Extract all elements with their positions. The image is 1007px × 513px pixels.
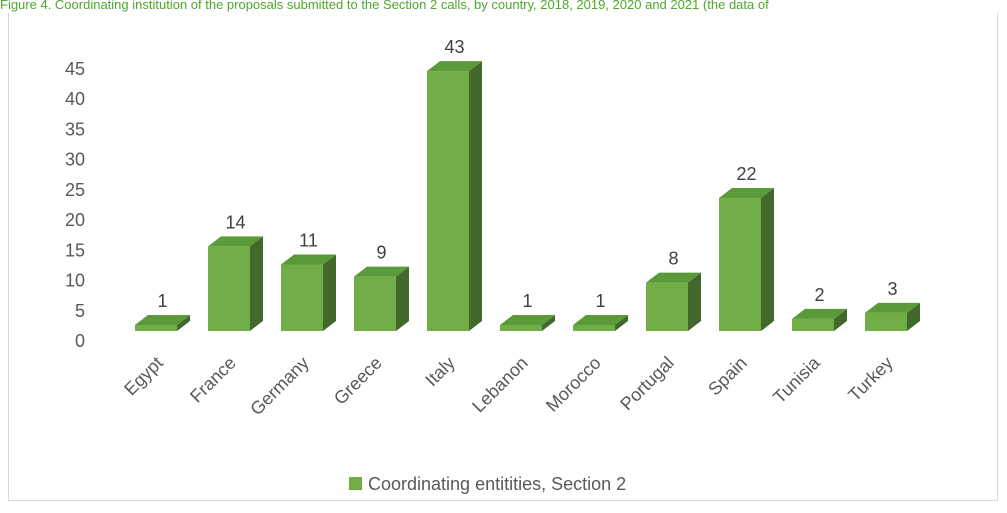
y-tick-label: 0 bbox=[75, 331, 85, 351]
bar-egypt bbox=[135, 314, 190, 331]
legend: Coordinating entitities, Section 2 bbox=[349, 474, 626, 494]
data-label: 11 bbox=[299, 231, 318, 251]
bar-front bbox=[500, 324, 542, 331]
x-tick-label: Egypt bbox=[120, 353, 167, 400]
bar-top bbox=[354, 266, 409, 277]
bar-side bbox=[907, 302, 920, 331]
bar-side bbox=[177, 314, 190, 331]
data-label: 3 bbox=[887, 279, 897, 299]
bars-group bbox=[135, 61, 920, 331]
bar-top bbox=[792, 308, 847, 319]
y-tick-label: 30 bbox=[65, 150, 85, 170]
bar-tunisia bbox=[792, 308, 847, 331]
bar-side bbox=[834, 308, 847, 331]
bar-front bbox=[719, 198, 761, 331]
y-tick-label: 25 bbox=[65, 180, 85, 200]
bar-front bbox=[135, 324, 177, 331]
y-tick-label: 20 bbox=[65, 210, 85, 230]
bar-side bbox=[469, 61, 482, 331]
bar-side bbox=[688, 272, 701, 331]
bar-front bbox=[281, 264, 323, 331]
x-tick-label: Spain bbox=[704, 353, 751, 400]
bar-portugal bbox=[646, 272, 701, 331]
x-tick-label: Turkey bbox=[844, 353, 897, 406]
bar-front bbox=[573, 324, 615, 331]
bar-front bbox=[792, 318, 834, 331]
data-label: 8 bbox=[668, 249, 678, 269]
bar-side bbox=[761, 188, 774, 331]
x-tick-label: Germany bbox=[246, 353, 312, 419]
bar-italy bbox=[427, 61, 482, 331]
y-tick-label: 45 bbox=[65, 59, 85, 79]
bar-france bbox=[208, 236, 263, 331]
data-label: 43 bbox=[444, 37, 464, 57]
bar-top bbox=[719, 188, 774, 199]
bar-side bbox=[396, 266, 409, 331]
bar-front bbox=[208, 246, 250, 331]
bar-top bbox=[427, 61, 482, 72]
bar-top bbox=[208, 236, 263, 247]
bar-side bbox=[615, 314, 628, 331]
bar-front bbox=[427, 71, 469, 331]
bar-side bbox=[323, 254, 336, 331]
y-tick-label: 35 bbox=[65, 119, 85, 139]
legend-label: Coordinating entitities, Section 2 bbox=[368, 474, 626, 494]
y-tick-label: 5 bbox=[75, 301, 85, 321]
bar-side bbox=[542, 314, 555, 331]
bar-top bbox=[500, 314, 555, 325]
bar-front bbox=[865, 312, 907, 331]
bar-front bbox=[646, 282, 688, 331]
data-label: 1 bbox=[157, 291, 167, 311]
bar-morocco bbox=[573, 314, 628, 331]
bar-top bbox=[281, 254, 336, 265]
bar-top bbox=[135, 314, 190, 325]
y-axis: 0 5 10 15 20 25 30 35 40 45 bbox=[65, 59, 85, 351]
x-tick-label: Portugal bbox=[616, 353, 678, 415]
chart-frame bbox=[8, 13, 998, 501]
bar-top bbox=[865, 302, 920, 313]
data-label: 1 bbox=[595, 291, 605, 311]
bar-front bbox=[354, 276, 396, 331]
x-tick-label: Italy bbox=[421, 353, 458, 390]
y-tick-label: 15 bbox=[65, 240, 85, 260]
bar-greece bbox=[354, 266, 409, 331]
legend-swatch bbox=[349, 477, 362, 490]
x-tick-label: Morocco bbox=[542, 353, 605, 416]
bar-top bbox=[573, 314, 628, 325]
y-tick-label: 10 bbox=[65, 271, 85, 291]
x-tick-label: Lebanon bbox=[468, 353, 532, 417]
x-tick-label: Greece bbox=[330, 353, 386, 409]
bar-lebanon bbox=[500, 314, 555, 331]
data-label: 14 bbox=[225, 212, 245, 232]
bar-side bbox=[250, 236, 263, 331]
x-tick-label: Tunisia bbox=[769, 352, 824, 407]
figure-caption: Figure 4. Coordinating institution of th… bbox=[0, 0, 769, 12]
x-axis: Egypt France Germany Greece Italy Lebanon Moro… bbox=[120, 352, 897, 419]
bar-turkey bbox=[865, 302, 920, 331]
bar-germany bbox=[281, 254, 336, 331]
data-label: 9 bbox=[376, 243, 386, 263]
bar-top bbox=[646, 272, 701, 283]
y-tick-label: 40 bbox=[65, 89, 85, 109]
data-label: 1 bbox=[522, 291, 532, 311]
data-label: 22 bbox=[736, 164, 756, 184]
bar-spain bbox=[719, 188, 774, 331]
x-tick-label: France bbox=[186, 353, 240, 407]
data-label: 2 bbox=[814, 285, 824, 305]
